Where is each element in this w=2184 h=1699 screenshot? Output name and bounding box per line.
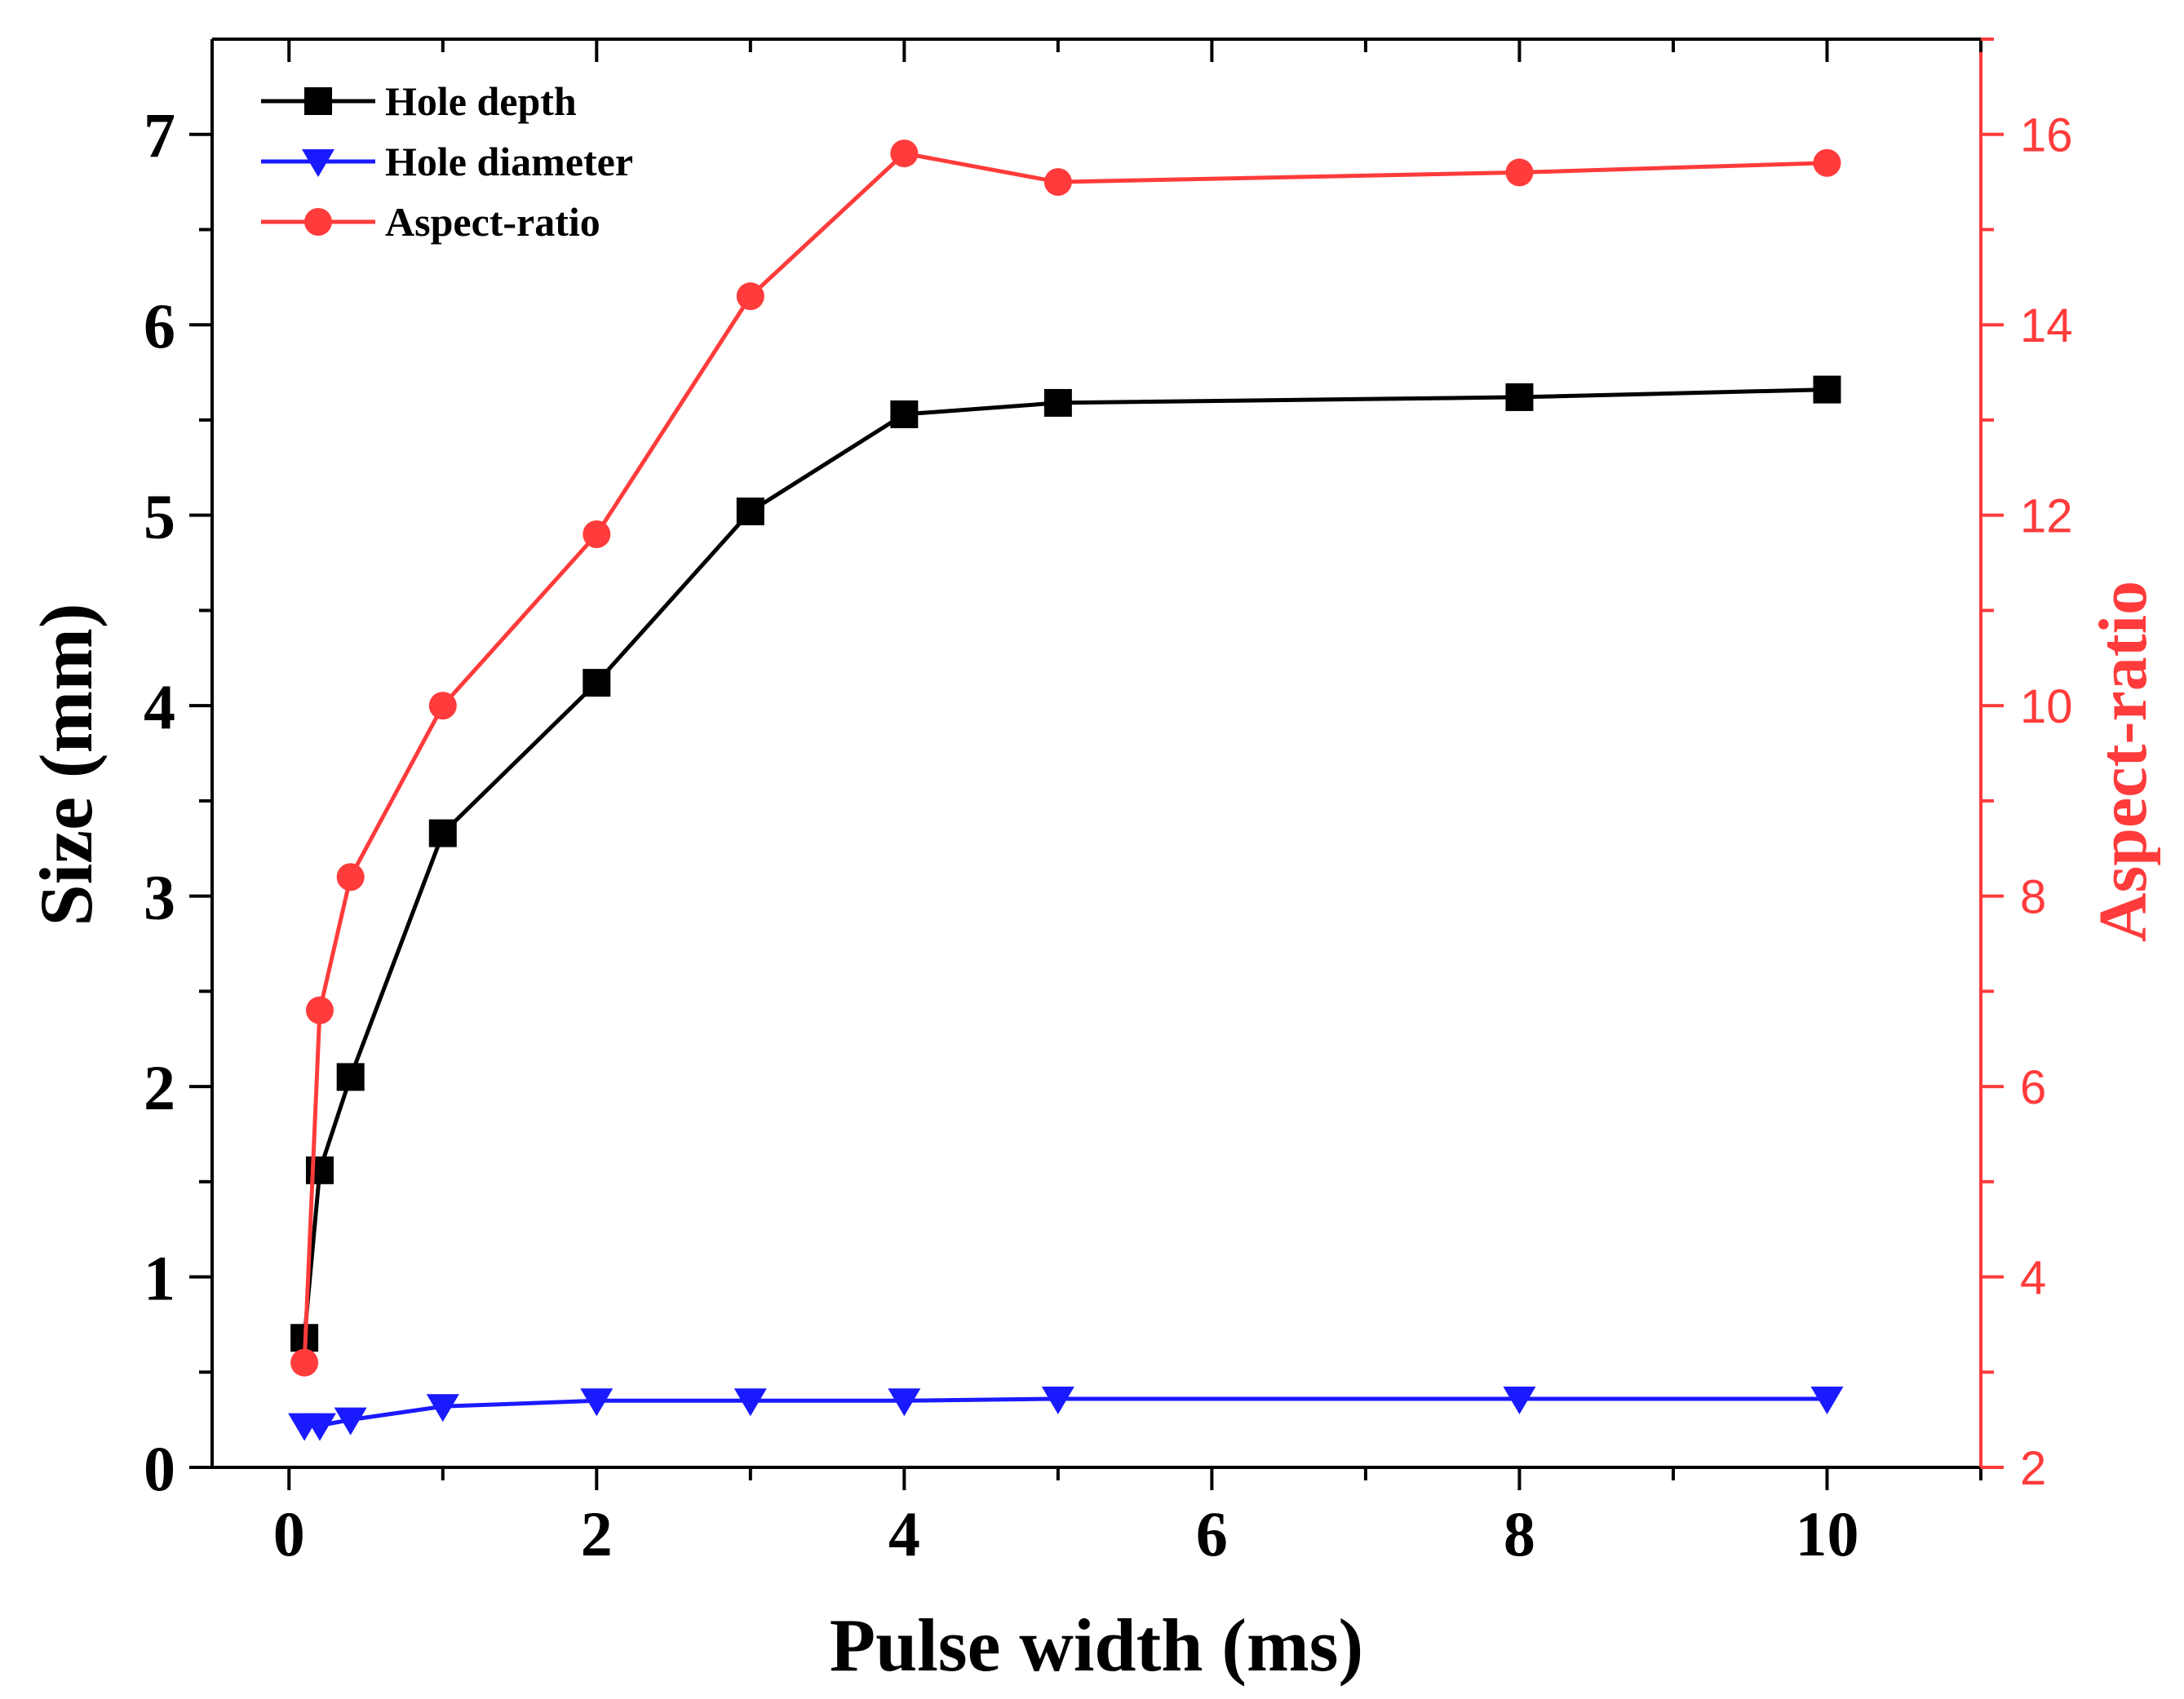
y2-tick-label: 2 — [2020, 1442, 2046, 1495]
legend-marker — [304, 208, 332, 236]
y-tick-label: 6 — [144, 290, 175, 361]
y-tick-label: 4 — [144, 671, 175, 742]
hole-depth-point — [736, 497, 764, 525]
y-tick-label: 0 — [144, 1433, 175, 1504]
aspect-ratio-point — [1505, 158, 1534, 187]
y-tick-label: 2 — [144, 1052, 175, 1123]
legend-marker — [302, 149, 334, 177]
aspect-ratio-point — [736, 282, 764, 311]
x-tick-label: 6 — [1196, 1498, 1228, 1569]
x-tick-label: 10 — [1795, 1498, 1858, 1569]
hole-depth-line — [302, 387, 1827, 1338]
aspect-ratio-line — [302, 151, 1827, 1363]
legend: Hole depth Hole diameter Aspect-ratio — [261, 78, 633, 245]
data-series — [288, 139, 1844, 1441]
hole-depth-point — [1043, 388, 1072, 417]
aspect-ratio-point — [305, 996, 334, 1024]
hole-diameter-point — [580, 1388, 614, 1417]
aspect-ratio-point — [290, 1348, 319, 1377]
x-tick-label: 4 — [888, 1498, 920, 1569]
y2-tick-label: 4 — [2020, 1252, 2046, 1305]
hole-depth-point — [428, 819, 457, 847]
hole-depth-point — [1505, 383, 1534, 411]
hole-diameter-point — [733, 1388, 767, 1417]
series-hole-depth — [290, 375, 1841, 1352]
hole-depth-point — [305, 1156, 334, 1184]
hole-diameter-point — [1503, 1386, 1536, 1414]
y2-tick-label: 6 — [2020, 1061, 2046, 1114]
hole-depth-point — [890, 400, 919, 428]
y2-tick-label: 12 — [2020, 490, 2073, 543]
y2-tick-label: 14 — [2020, 299, 2073, 352]
y-tick-label: 7 — [144, 100, 175, 171]
aspect-ratio-point — [336, 863, 365, 892]
hole-diameter-point — [1810, 1386, 1844, 1414]
aspect-ratio-point — [583, 520, 611, 549]
x-tick-label: 8 — [1504, 1498, 1535, 1569]
legend-item-hole-diameter: Hole diameter — [261, 139, 633, 184]
hole-diameter-point — [1041, 1386, 1074, 1414]
hole-depth-point — [583, 669, 611, 697]
aspect-ratio-point — [1813, 148, 1841, 177]
legend-marker — [304, 87, 332, 115]
y2-tick-label: 10 — [2020, 680, 2073, 733]
plot-frame — [210, 38, 1982, 1469]
y2-axis-label: Aspect-ratio — [2085, 581, 2161, 942]
legend-label: Aspect-ratio — [385, 199, 600, 245]
y2-tick-label: 8 — [2020, 871, 2046, 924]
x-tick-label: 0 — [273, 1498, 305, 1569]
y-tick-label: 3 — [144, 862, 175, 933]
y-tick-label: 1 — [144, 1243, 175, 1314]
y-tick-label: 5 — [144, 481, 175, 552]
legend-item-aspect-ratio: Aspect-ratio — [261, 199, 600, 245]
legend-item-hole-depth: Hole depth — [261, 78, 577, 124]
y-axis-label: Size (mm) — [24, 604, 108, 927]
aspect-ratio-point — [428, 692, 457, 720]
legend-label: Hole diameter — [385, 139, 633, 184]
hole-diameter-line — [304, 1396, 1827, 1428]
legend-label: Hole depth — [385, 78, 577, 124]
x-axis-label: Pulse width (ms) — [830, 1604, 1363, 1687]
hole-depth-point — [336, 1063, 365, 1091]
series-aspect-ratio — [290, 139, 1841, 1377]
hole-diameter-point — [334, 1407, 367, 1436]
aspect-ratio-point — [1043, 168, 1072, 197]
hole-depth-point — [1813, 375, 1841, 404]
hole-diameter-point — [426, 1394, 459, 1422]
hole-diameter-point — [303, 1413, 336, 1441]
aspect-ratio-point — [890, 139, 919, 168]
series-hole-diameter — [288, 1386, 1844, 1441]
y2-tick-label: 16 — [2020, 109, 2073, 162]
x-tick-label: 2 — [581, 1498, 613, 1569]
hole-diameter-point — [888, 1388, 921, 1417]
